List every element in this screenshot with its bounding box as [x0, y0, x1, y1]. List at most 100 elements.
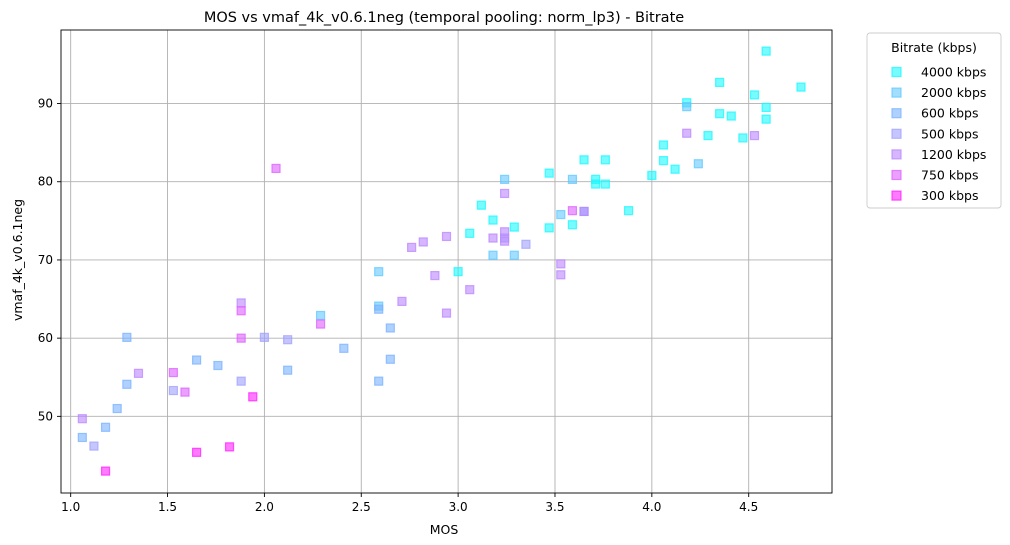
y-tick-label: 60 — [38, 331, 53, 345]
data-point — [271, 163, 281, 174]
legend-item: 500 kbps — [891, 126, 978, 141]
legend-swatch — [891, 190, 902, 201]
data-point — [89, 441, 99, 451]
legend-label: 600 kbps — [921, 106, 978, 121]
data-point — [339, 343, 349, 353]
legend-item: 1200 kbps — [891, 147, 986, 162]
data-point — [122, 379, 132, 389]
data-point — [715, 109, 725, 119]
data-point — [180, 387, 190, 397]
data-point — [682, 128, 692, 138]
data-point — [213, 360, 223, 371]
x-tick-label: 1.5 — [158, 500, 177, 514]
legend-swatch — [891, 149, 902, 160]
data-point — [500, 174, 510, 184]
legend-label: 4000 kbps — [921, 65, 986, 80]
data-point — [259, 332, 270, 342]
data-point — [761, 102, 771, 113]
x-tick-label: 2.0 — [255, 500, 274, 514]
data-point — [224, 442, 235, 452]
series-500-kbps — [89, 233, 531, 451]
series-600-kbps — [77, 206, 589, 443]
data-point — [509, 222, 519, 232]
y-tick-label: 80 — [38, 175, 53, 189]
x-tick-label: 3.0 — [449, 500, 468, 514]
data-point — [647, 170, 657, 181]
data-point — [192, 447, 202, 457]
data-point — [670, 164, 680, 174]
data-point — [397, 296, 407, 306]
data-point — [441, 231, 452, 242]
data-point — [488, 250, 498, 260]
data-point — [567, 206, 578, 216]
data-point — [430, 270, 440, 281]
plot-area-frame — [60, 29, 833, 494]
data-point — [112, 403, 122, 414]
data-point — [623, 206, 634, 216]
data-point — [236, 376, 246, 386]
legend-label: 300 kbps — [921, 188, 978, 203]
data-point — [658, 140, 669, 150]
data-point — [418, 237, 428, 247]
data-points — [77, 46, 806, 476]
series-300-kbps — [100, 392, 258, 476]
legend-swatch — [891, 108, 902, 119]
x-axis-label: MOS — [430, 522, 459, 537]
data-point — [500, 188, 510, 199]
data-point — [600, 155, 610, 165]
data-point — [591, 179, 601, 189]
data-point — [726, 111, 736, 121]
legend-label: 1200 kbps — [921, 147, 986, 162]
data-point — [248, 392, 258, 402]
legend-item: 2000 kbps — [891, 85, 986, 100]
data-point — [579, 155, 589, 165]
legend-item: 750 kbps — [891, 168, 978, 183]
x-tick-label: 4.5 — [739, 500, 758, 514]
series-2000-kbps — [315, 102, 703, 321]
legend-label: 2000 kbps — [921, 85, 986, 100]
data-point — [236, 298, 246, 308]
legend-swatch — [891, 66, 902, 78]
data-point — [192, 355, 202, 365]
data-point — [567, 220, 578, 230]
data-point — [600, 179, 610, 189]
series-1200-kbps — [77, 128, 760, 424]
legend-swatch — [891, 169, 902, 181]
data-point — [556, 259, 566, 269]
data-point — [500, 227, 510, 237]
data-point — [315, 319, 326, 329]
legend-title: Bitrate (kbps) — [891, 40, 977, 55]
data-point — [100, 422, 111, 432]
legend-swatch — [891, 128, 902, 139]
x-tick-label: 1.0 — [61, 500, 80, 514]
data-point — [509, 250, 519, 260]
data-point — [441, 308, 452, 318]
data-point — [703, 130, 713, 141]
data-point — [465, 228, 475, 238]
data-point — [374, 376, 384, 386]
data-point — [658, 156, 669, 166]
legend-swatch — [891, 87, 902, 98]
data-point — [374, 304, 384, 314]
data-point — [77, 432, 87, 443]
data-point — [453, 267, 463, 277]
data-point — [749, 90, 760, 100]
data-point — [374, 267, 384, 277]
data-point — [168, 367, 178, 378]
data-point — [385, 354, 395, 364]
data-point — [761, 114, 771, 124]
data-point — [567, 174, 578, 184]
data-point — [761, 46, 771, 56]
data-point — [168, 385, 178, 396]
data-point — [407, 242, 417, 253]
data-point — [122, 332, 132, 342]
data-point — [693, 159, 703, 169]
legend: Bitrate (kbps) 4000 kbps 2000 kbps 600 kbp… — [866, 32, 1002, 209]
data-point — [556, 270, 566, 280]
data-point — [738, 133, 748, 143]
data-point — [385, 323, 395, 333]
legend-item: 4000 kbps — [891, 65, 986, 80]
data-point — [749, 130, 760, 141]
data-point — [476, 200, 486, 210]
